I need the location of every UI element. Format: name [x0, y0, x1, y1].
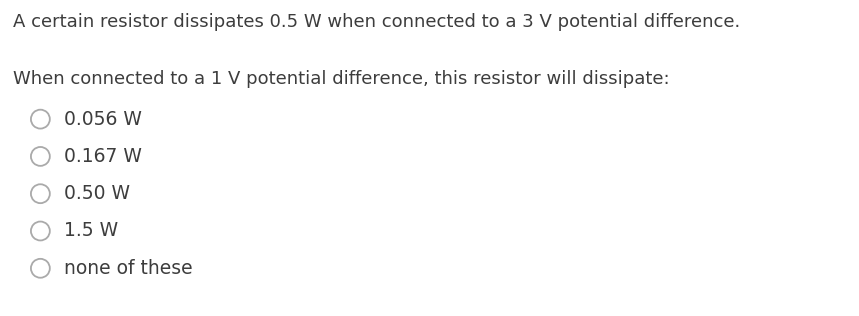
Text: 0.50 W: 0.50 W — [64, 184, 131, 203]
Text: 1.5 W: 1.5 W — [64, 222, 119, 240]
Text: 0.167 W: 0.167 W — [64, 147, 143, 166]
Text: When connected to a 1 V potential difference, this resistor will dissipate:: When connected to a 1 V potential differ… — [13, 70, 669, 88]
Text: 0.056 W: 0.056 W — [64, 110, 143, 129]
Text: none of these: none of these — [64, 259, 193, 278]
Text: A certain resistor dissipates 0.5 W when connected to a 3 V potential difference: A certain resistor dissipates 0.5 W when… — [13, 13, 740, 31]
